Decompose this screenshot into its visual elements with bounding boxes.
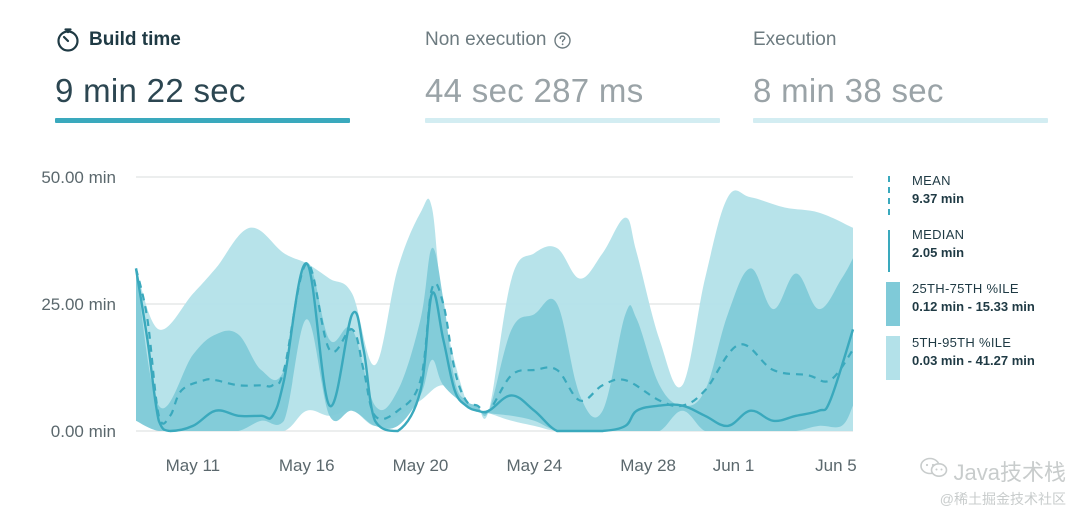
band-25-75-percentile bbox=[136, 247, 853, 431]
tab-non-execution-label: Non execution bbox=[425, 29, 547, 50]
tab-execution-label-row: Execution bbox=[753, 26, 1048, 54]
x-tick-label-4: May 28 bbox=[620, 456, 676, 475]
legend-name-25-75: 25TH-75TH %ILE bbox=[912, 281, 1019, 296]
tab-execution-label: Execution bbox=[753, 29, 837, 50]
x-tick-label-5: Jun 1 bbox=[713, 456, 755, 475]
legend-value-mean: 9.37 min bbox=[912, 191, 965, 206]
x-tick-label-6: Jun 5 bbox=[815, 456, 857, 475]
legend-swatch-median bbox=[888, 230, 890, 272]
tab-execution-value: 8 min 38 sec bbox=[753, 72, 944, 109]
tab-build-time[interactable]: Build time 9 min 22 sec bbox=[55, 26, 350, 123]
tab-execution[interactable]: Execution 8 min 38 sec bbox=[753, 26, 1048, 123]
x-tick-label-2: May 20 bbox=[393, 456, 449, 475]
chart-legend: MEAN 9.37 min MEDIAN 2.05 min 25TH-75TH … bbox=[886, 172, 1076, 388]
mean-line bbox=[134, 262, 854, 425]
x-tick-label-1: May 16 bbox=[279, 456, 335, 475]
legend-value-5-95: 0.03 min - 41.27 min bbox=[912, 353, 1035, 368]
legend-value-median: 2.05 min bbox=[912, 245, 965, 260]
tab-build-time-label-row: Build time bbox=[55, 26, 350, 54]
median-line bbox=[134, 262, 855, 433]
legend-item-median[interactable]: MEDIAN 2.05 min bbox=[886, 226, 1076, 280]
x-tick-label-3: May 24 bbox=[506, 456, 562, 475]
stopwatch-icon bbox=[55, 27, 81, 53]
band-5-95-percentile bbox=[136, 190, 853, 431]
watermark-line1: Java技术栈 bbox=[953, 460, 1066, 485]
y-tick-label-2: 50.00 min bbox=[41, 168, 116, 187]
y-tick-label-1: 25.00 min bbox=[41, 295, 116, 314]
legend-item-mean[interactable]: MEAN 9.37 min bbox=[886, 172, 1076, 226]
legend-name-median: MEDIAN bbox=[912, 227, 965, 242]
tab-non-execution[interactable]: Non execution 44 sec 287 ms bbox=[425, 26, 720, 123]
legend-swatch-mean bbox=[888, 176, 890, 218]
tab-non-execution-label-row: Non execution bbox=[425, 26, 720, 54]
legend-name-5-95: 5TH-95TH %ILE bbox=[912, 335, 1012, 350]
tab-non-execution-value: 44 sec 287 ms bbox=[425, 72, 644, 109]
watermark-line2: @稀土掘金技术社区 bbox=[939, 491, 1066, 507]
build-time-chart: 0.00 min 25.00 min 50.00 min May 11 May 16 Ma… bbox=[41, 168, 857, 475]
watermark-line1-row: Java技术栈 bbox=[919, 455, 1066, 487]
legend-swatch-5-95 bbox=[886, 336, 900, 380]
x-tick-label-0: May 11 bbox=[166, 456, 221, 475]
tab-build-time-value: 9 min 22 sec bbox=[55, 72, 246, 109]
legend-item-25-75[interactable]: 25TH-75TH %ILE 0.12 min - 15.33 min bbox=[886, 280, 1076, 334]
help-icon[interactable] bbox=[554, 31, 572, 49]
legend-value-25-75: 0.12 min - 15.33 min bbox=[912, 299, 1035, 314]
watermark: Java技术栈 @稀土掘金技术社区 bbox=[919, 455, 1066, 509]
tab-execution-indicator bbox=[753, 118, 1048, 123]
legend-swatch-25-75 bbox=[886, 282, 900, 326]
legend-name-mean: MEAN bbox=[912, 173, 951, 188]
y-tick-label-0: 0.00 min bbox=[51, 422, 116, 441]
tab-build-time-label: Build time bbox=[89, 29, 181, 50]
metric-tabs: Build time 9 min 22 sec Non execution 44… bbox=[0, 0, 1080, 140]
legend-item-5-95[interactable]: 5TH-95TH %ILE 0.03 min - 41.27 min bbox=[886, 334, 1076, 388]
tab-build-time-indicator bbox=[55, 118, 350, 123]
tab-non-execution-indicator bbox=[425, 118, 720, 123]
wechat-icon bbox=[919, 457, 948, 485]
